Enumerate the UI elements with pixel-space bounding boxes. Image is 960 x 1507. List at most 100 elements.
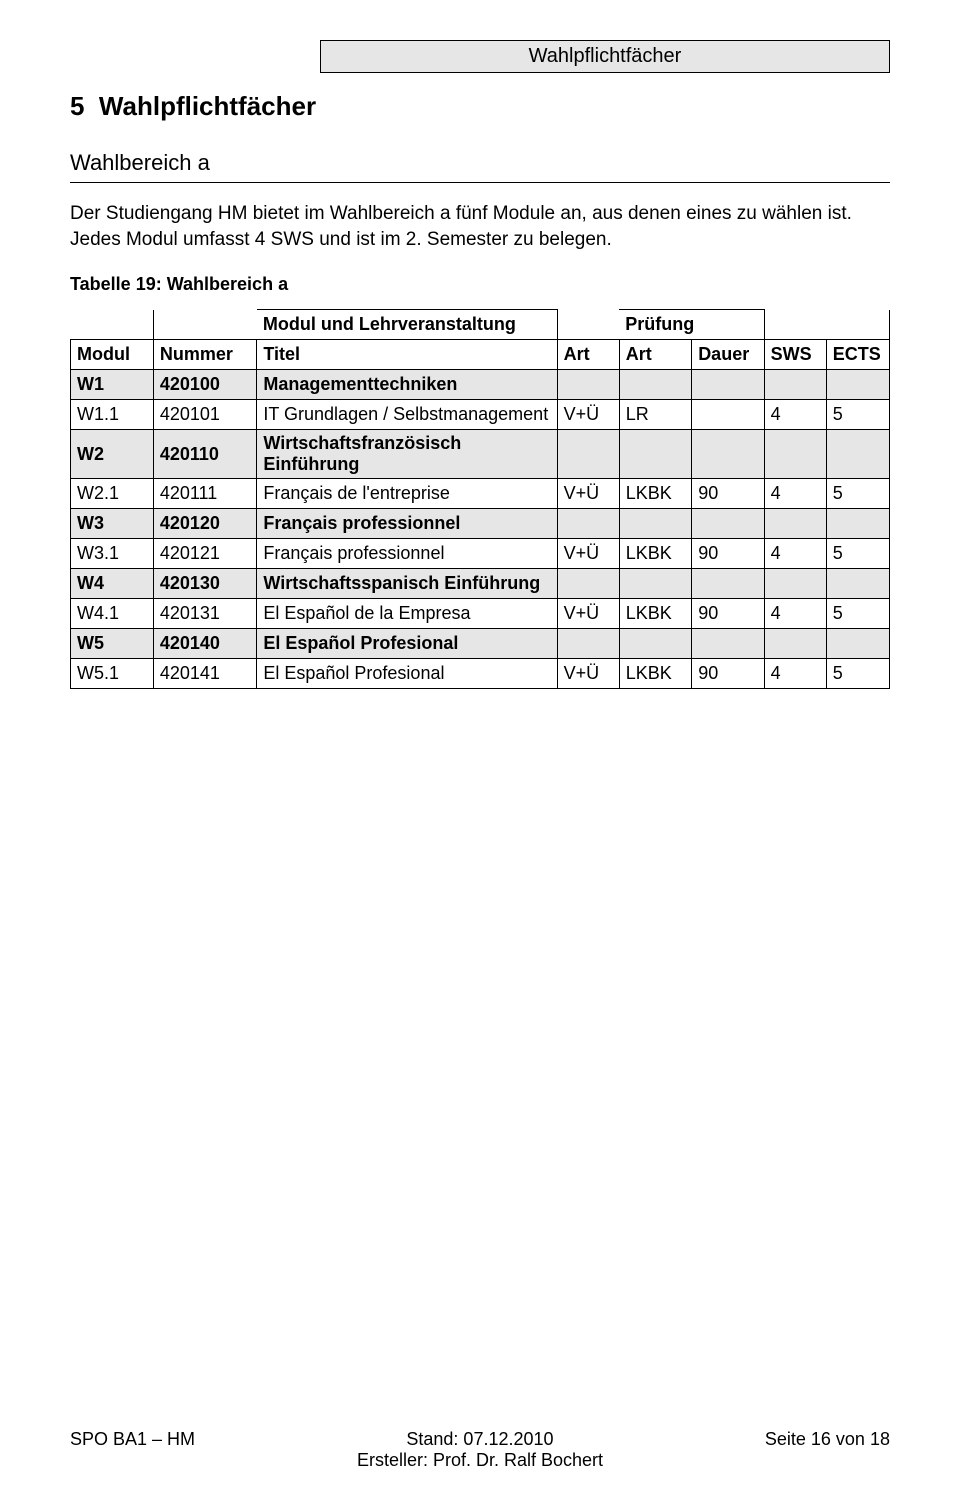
table-row: W3420120Français professionnel — [71, 509, 890, 539]
cell-ects — [826, 430, 889, 479]
cell-ects: 5 — [826, 479, 889, 509]
cell-sws: 4 — [764, 479, 826, 509]
cell-titel: Wirtschaftsfranzösisch Einführung — [257, 430, 557, 479]
table-body: W1420100ManagementtechnikenW1.1420101IT … — [71, 370, 890, 689]
cell-sws: 4 — [764, 599, 826, 629]
cell-titel: Managementtechniken — [257, 370, 557, 400]
cell-ects: 5 — [826, 659, 889, 689]
cell-art1 — [557, 569, 619, 599]
cell-nummer: 420120 — [153, 509, 257, 539]
col-group-pruefung: Prüfung — [619, 310, 764, 340]
cell-dauer — [692, 509, 764, 539]
cell-art2 — [619, 629, 691, 659]
section-title: Wahlpflichtfächer — [99, 91, 316, 121]
footer-center: Stand: 07.12.2010 — [406, 1429, 553, 1450]
cell-art1: V+Ü — [557, 479, 619, 509]
cell-ects — [826, 629, 889, 659]
cell-nummer: 420100 — [153, 370, 257, 400]
table-row: W1.1420101IT Grundlagen / Selbstmanageme… — [71, 400, 890, 430]
cell-modul: W5 — [71, 629, 154, 659]
cell-art2: LKBK — [619, 659, 691, 689]
cell-ects — [826, 569, 889, 599]
cell-modul: W2 — [71, 430, 154, 479]
col-nummer: Nummer — [153, 340, 257, 370]
cell-art1 — [557, 430, 619, 479]
cell-sws — [764, 569, 826, 599]
cell-dauer: 90 — [692, 479, 764, 509]
cell-dauer — [692, 430, 764, 479]
cell-art1: V+Ü — [557, 599, 619, 629]
cell-art2 — [619, 569, 691, 599]
cell-titel: Wirtschaftsspanisch Einführung — [257, 569, 557, 599]
cell-modul: W4.1 — [71, 599, 154, 629]
cell-sws — [764, 629, 826, 659]
cell-modul: W3 — [71, 509, 154, 539]
col-dauer: Dauer — [692, 340, 764, 370]
cell-art2: LKBK — [619, 479, 691, 509]
section-number: 5 — [70, 91, 84, 121]
cell-nummer: 420130 — [153, 569, 257, 599]
cell-dauer — [692, 629, 764, 659]
divider — [70, 182, 890, 183]
cell-ects — [826, 370, 889, 400]
cell-dauer — [692, 400, 764, 430]
cell-modul: W1.1 — [71, 400, 154, 430]
cell-sws — [764, 430, 826, 479]
cell-titel: El Español de la Empresa — [257, 599, 557, 629]
cell-ects: 5 — [826, 599, 889, 629]
table-row: W4.1420131El Español de la EmpresaV+ÜLKB… — [71, 599, 890, 629]
cell-dauer: 90 — [692, 659, 764, 689]
cell-sws — [764, 509, 826, 539]
cell-art2 — [619, 430, 691, 479]
cell-nummer: 420111 — [153, 479, 257, 509]
cell-nummer: 420121 — [153, 539, 257, 569]
table-row: W4420130Wirtschaftsspanisch Einführung — [71, 569, 890, 599]
cell-nummer: 420141 — [153, 659, 257, 689]
cell-art2: LKBK — [619, 539, 691, 569]
cell-ects — [826, 509, 889, 539]
table-row: W3.1420121Français professionnelV+ÜLKBK9… — [71, 539, 890, 569]
intro-paragraph: Der Studiengang HM bietet im Wahlbereich… — [70, 201, 890, 252]
cell-titel: Français professionnel — [257, 509, 557, 539]
footer-right: Seite 16 von 18 — [765, 1429, 890, 1450]
col-modul: Modul — [71, 340, 154, 370]
cell-dauer: 90 — [692, 599, 764, 629]
cell-dauer — [692, 569, 764, 599]
cell-nummer: 420140 — [153, 629, 257, 659]
col-group-mlv: Modul und Lehrveranstaltung — [257, 310, 557, 340]
col-art1: Art — [557, 340, 619, 370]
cell-nummer: 420101 — [153, 400, 257, 430]
cell-ects: 5 — [826, 539, 889, 569]
cell-nummer: 420110 — [153, 430, 257, 479]
cell-art2: LR — [619, 400, 691, 430]
footer-bottom: Ersteller: Prof. Dr. Ralf Bochert — [70, 1450, 890, 1471]
cell-art1 — [557, 509, 619, 539]
cell-modul: W4 — [71, 569, 154, 599]
cell-sws: 4 — [764, 400, 826, 430]
cell-art2 — [619, 509, 691, 539]
section-subtitle: Wahlbereich a — [70, 150, 890, 176]
cell-titel: El Español Profesional — [257, 629, 557, 659]
col-art2: Art — [619, 340, 691, 370]
cell-titel: El Español Profesional — [257, 659, 557, 689]
cell-art1: V+Ü — [557, 659, 619, 689]
cell-sws — [764, 370, 826, 400]
cell-ects: 5 — [826, 400, 889, 430]
cell-nummer: 420131 — [153, 599, 257, 629]
cell-art1: V+Ü — [557, 400, 619, 430]
table-row: W1420100Managementtechniken — [71, 370, 890, 400]
cell-sws: 4 — [764, 659, 826, 689]
cell-sws: 4 — [764, 539, 826, 569]
cell-modul: W5.1 — [71, 659, 154, 689]
page-footer: SPO BA1 – HM Stand: 07.12.2010 Seite 16 … — [70, 1429, 890, 1471]
page-header-box: Wahlpflichtfächer — [320, 40, 890, 73]
section-heading: 5 Wahlpflichtfächer — [70, 91, 890, 122]
table-caption: Tabelle 19: Wahlbereich a — [70, 274, 890, 295]
col-titel: Titel — [257, 340, 557, 370]
cell-art1 — [557, 629, 619, 659]
table-row: W5.1420141El Español ProfesionalV+ÜLKBK9… — [71, 659, 890, 689]
cell-modul: W3.1 — [71, 539, 154, 569]
col-ects: ECTS — [826, 340, 889, 370]
cell-titel: Français de l'entreprise — [257, 479, 557, 509]
footer-left: SPO BA1 – HM — [70, 1429, 195, 1450]
